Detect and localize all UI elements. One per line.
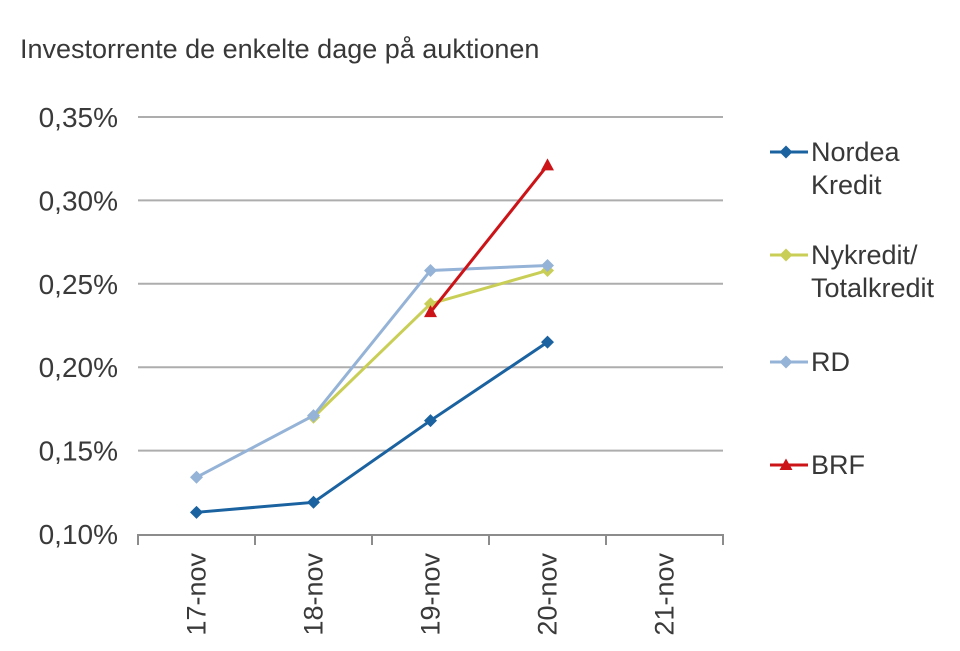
rd-diamond-marker <box>307 409 320 423</box>
rd-diamond-marker <box>190 470 203 484</box>
rd-diamond-marker <box>424 263 437 277</box>
x-tick-label: 21-nov <box>650 553 680 636</box>
y-tick-label: 0,20% <box>39 352 118 383</box>
x-tick-label: 18-nov <box>299 553 329 636</box>
y-tick-label: 0,10% <box>39 519 118 550</box>
nordea-kredit-diamond-marker <box>541 335 554 349</box>
x-tick-label: 20-nov <box>533 553 563 636</box>
x-tick-label: 19-nov <box>416 553 446 636</box>
series-line-brf <box>429 164 549 314</box>
y-tick-label: 0,35% <box>39 102 118 133</box>
y-tick-label: 0,15% <box>39 436 118 467</box>
series-line-rd <box>195 263 548 479</box>
series-line-nykredit-totalkredit <box>312 269 548 419</box>
nordea-kredit-diamond-marker <box>307 495 320 509</box>
nordea-kredit-diamond-marker <box>190 505 203 519</box>
brf-triangle-marker <box>424 305 437 318</box>
nordea-kredit-diamond-marker <box>424 414 437 428</box>
x-tick-label: 17-nov <box>182 553 212 636</box>
y-tick-label: 0,30% <box>39 185 118 216</box>
y-tick-label: 0,25% <box>39 269 118 300</box>
rd-diamond-marker <box>541 258 554 272</box>
brf-triangle-marker <box>541 158 554 171</box>
series-line-nordea-kredit <box>196 340 549 514</box>
chart-title: Investorrente de enkelte dage på auktion… <box>20 34 540 64</box>
